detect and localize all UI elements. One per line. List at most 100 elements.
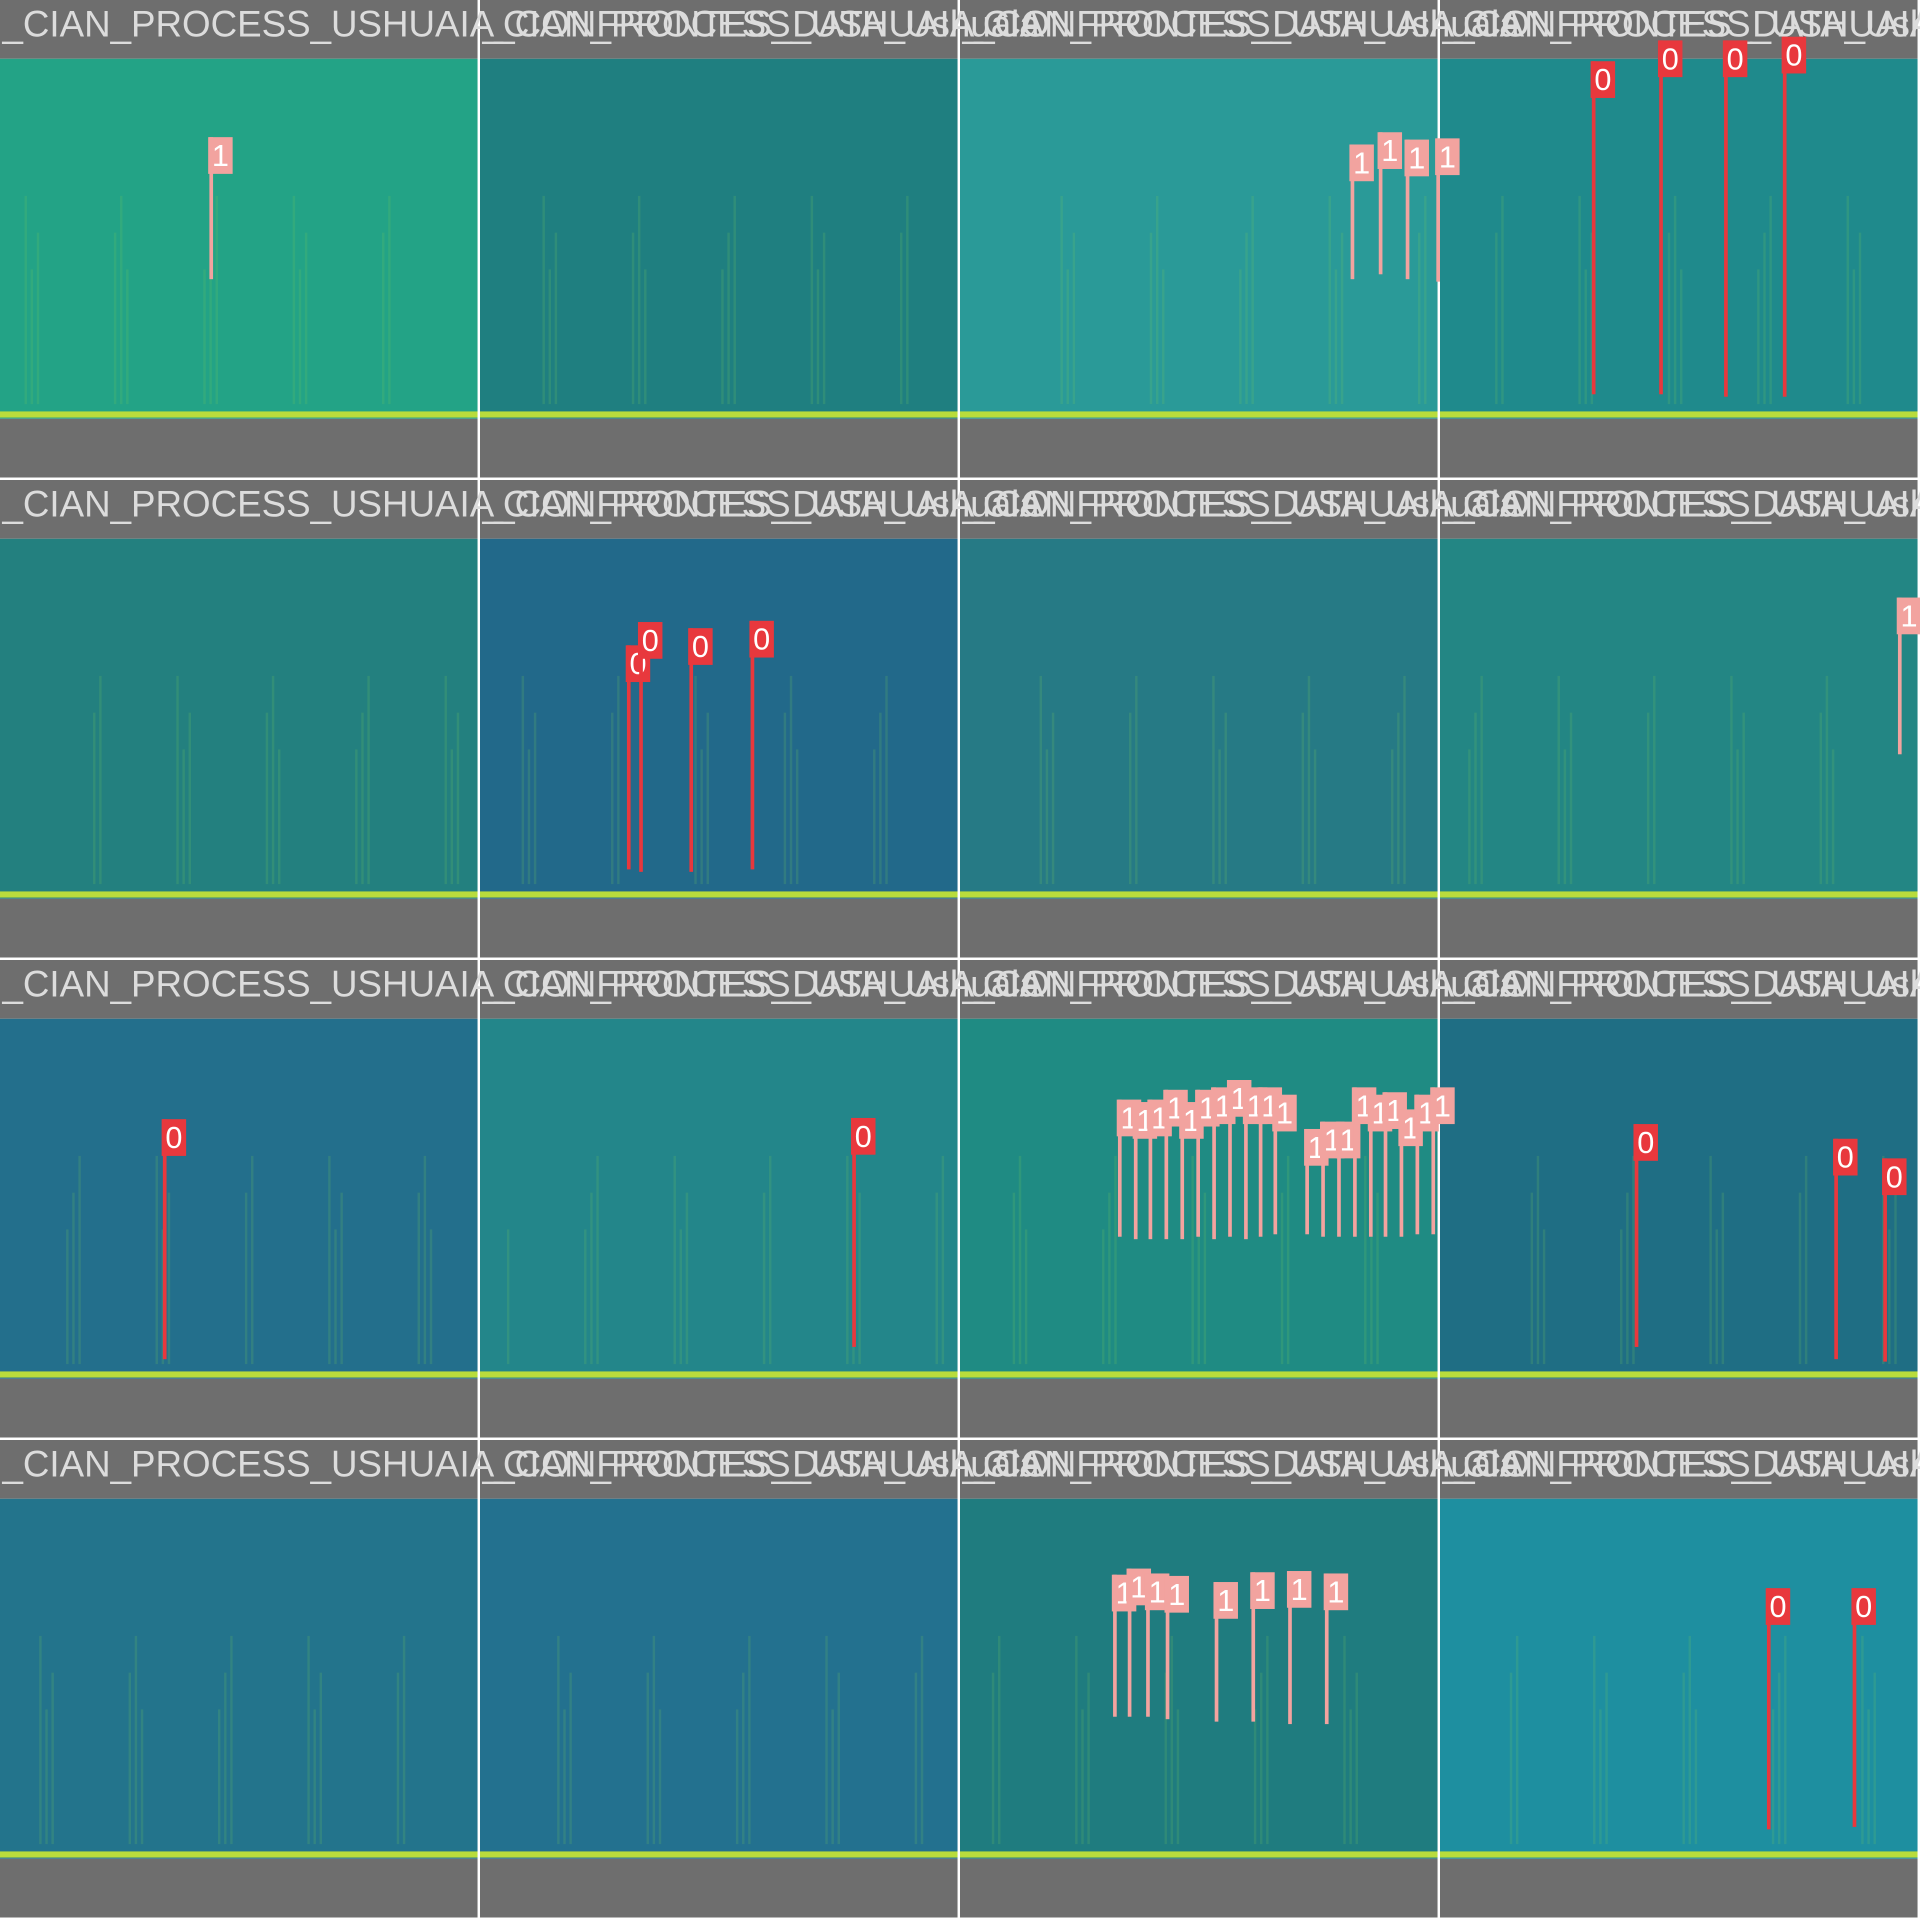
box (1127, 1568, 1132, 1717)
streak (1251, 195, 1254, 405)
streak (1212, 675, 1215, 885)
streak (748, 1635, 751, 1845)
streak (1313, 749, 1317, 885)
streak (816, 269, 820, 405)
streak (846, 1155, 849, 1365)
box-label: 1 (1900, 599, 1917, 633)
streak (997, 1635, 1001, 1845)
label-tag (1272, 1094, 1297, 1132)
tile-header (480, 960, 960, 1019)
streak (873, 749, 876, 885)
tile-title: _CIAN_PROCESS_USHUAIA_CONFRONTES_DATA_Us… (481, 4, 1520, 45)
box (1766, 1588, 1771, 1830)
streak (1355, 1672, 1358, 1845)
box-label: 0 (165, 1121, 182, 1155)
streak (554, 232, 558, 405)
streak (920, 1635, 924, 1845)
streak (1266, 1635, 1269, 1845)
label-tag (1851, 1588, 1876, 1625)
streak (652, 1635, 656, 1845)
streak (1721, 1192, 1725, 1365)
streak (1253, 1709, 1257, 1845)
box (1273, 1094, 1278, 1235)
streak (1286, 1155, 1290, 1365)
noise-band (1440, 411, 1920, 418)
streak (215, 195, 218, 405)
separator (480, 1437, 960, 1440)
streak (417, 1192, 420, 1365)
streak (1680, 269, 1683, 405)
box (1415, 1094, 1420, 1235)
box (1165, 1575, 1170, 1720)
streak (1066, 269, 1069, 405)
streak (1397, 712, 1400, 885)
label-tag (637, 622, 663, 659)
streak (1509, 1672, 1513, 1845)
box (1258, 1087, 1263, 1237)
label-tag (1722, 40, 1748, 78)
streak (941, 1155, 945, 1365)
streak (1218, 749, 1221, 885)
streak (66, 1229, 69, 1365)
streak (1081, 1709, 1084, 1845)
separator (1440, 477, 1920, 480)
streak (1480, 675, 1483, 885)
streak (1736, 749, 1739, 885)
streak (1888, 1229, 1891, 1365)
streak (1852, 269, 1856, 405)
streak (1343, 1635, 1346, 1845)
streak (1239, 269, 1242, 405)
tile-header (0, 1440, 480, 1499)
box-label: 0 (1769, 1590, 1786, 1624)
streak (1694, 1709, 1698, 1845)
streak (450, 749, 454, 885)
streak (167, 1192, 171, 1365)
streak (563, 1709, 566, 1845)
streak (1245, 232, 1248, 405)
streak (1349, 1709, 1352, 1845)
streak (24, 195, 27, 405)
streak (277, 749, 281, 885)
separator (477, 960, 480, 1440)
spectrogram (0, 1498, 480, 1859)
label-tag (1323, 1573, 1349, 1611)
label-tag (1377, 132, 1403, 169)
tile-footer (960, 1378, 1440, 1438)
streak (1376, 1192, 1379, 1365)
box-label: 0 (1662, 42, 1679, 76)
streak (1861, 1635, 1864, 1845)
streak (795, 749, 799, 885)
label-tag (1896, 597, 1920, 635)
box (1368, 1094, 1373, 1237)
tile-title: _CIAN_PROCESS_USHUAIA_CONFRONTES_DATA_Us… (481, 484, 1520, 525)
streak (1894, 1192, 1897, 1365)
label-tag (1164, 1575, 1189, 1613)
streak (1039, 675, 1043, 885)
tile-header (960, 960, 1440, 1019)
spectrogram (1440, 538, 1920, 899)
streak (1075, 1635, 1078, 1845)
streak (307, 1635, 310, 1845)
streak (1578, 195, 1581, 405)
streak (1757, 269, 1760, 405)
streak (1224, 712, 1227, 885)
box (1659, 40, 1663, 395)
label-tag (1590, 61, 1616, 98)
box (1228, 1080, 1232, 1237)
streak (1149, 232, 1153, 405)
streak (1557, 675, 1560, 885)
streak (313, 1709, 316, 1845)
box (1180, 1102, 1185, 1240)
streak (617, 675, 620, 885)
streak (673, 1155, 676, 1365)
box-label: 0 (1594, 63, 1611, 97)
separator (0, 957, 480, 960)
streak (1858, 232, 1862, 405)
streak (203, 269, 206, 405)
spectrogram (0, 58, 480, 419)
streak (224, 1672, 227, 1845)
separator (480, 957, 960, 960)
box-label: 0 (642, 624, 659, 658)
spectrogram (960, 1498, 1440, 1859)
box (1724, 40, 1728, 397)
